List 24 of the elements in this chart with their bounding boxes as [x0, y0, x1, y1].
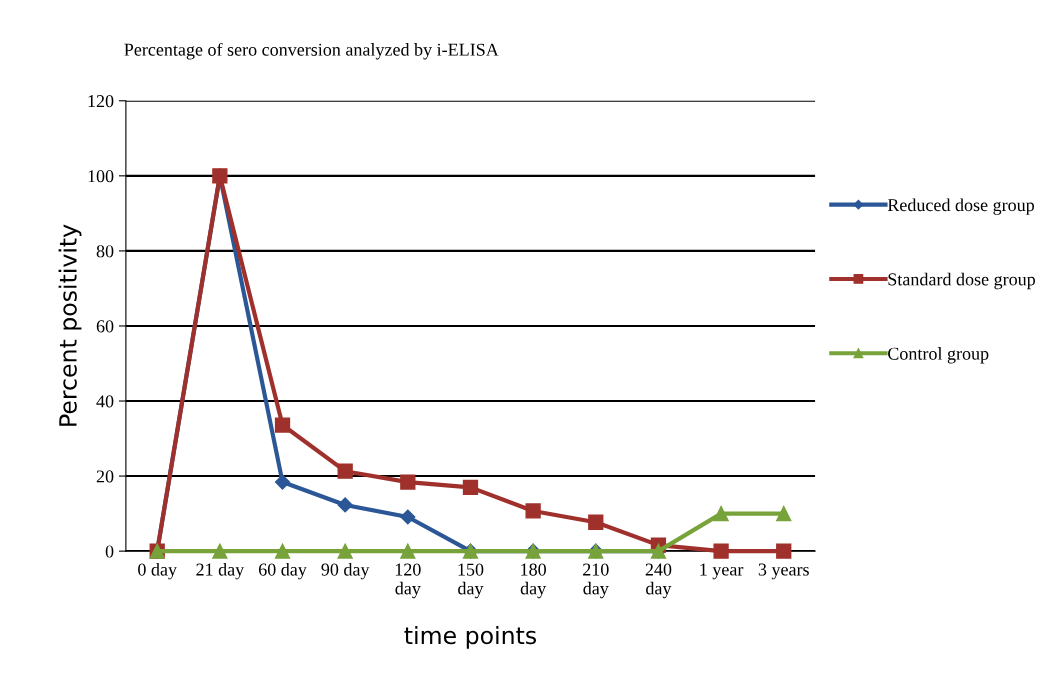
- y-tick-label: 120: [88, 95, 114, 108]
- x-tick-label: 240 day: [645, 563, 672, 599]
- x-axis-title: time points: [404, 626, 537, 649]
- y-axis-title: Percent positivity: [58, 224, 82, 426]
- y-tick-label: 20: [96, 470, 114, 483]
- x-tick-label: 0 day: [138, 562, 177, 580]
- x-tick-label: 210 day: [583, 563, 609, 599]
- legend-label: Standard dose group: [888, 272, 1036, 290]
- x-tick-label: 1 year: [700, 563, 744, 580]
- x-tick-label: 3 years: [758, 563, 809, 580]
- y-tick-label: 60: [96, 320, 114, 333]
- x-tick-label: 180 day: [520, 563, 547, 599]
- x-tick-label: 21 day: [196, 562, 245, 580]
- y-tick-label: 100: [88, 170, 114, 183]
- x-tick-label: 90 day: [321, 562, 370, 580]
- y-tick-label: 40: [96, 395, 114, 408]
- y-tick-label: 0: [105, 545, 114, 558]
- legend-label: Reduced dose group: [887, 198, 1035, 215]
- x-tick-label: 120 day: [395, 563, 421, 599]
- x-tick-label: 60 day: [258, 562, 307, 580]
- chart-title: Percentage of sero conversion analyzed by i-ELISA: [124, 42, 499, 60]
- x-tick-label: 150 day: [458, 563, 484, 599]
- y-tick-label: 80: [96, 245, 114, 258]
- legend-label: Control group: [888, 347, 989, 364]
